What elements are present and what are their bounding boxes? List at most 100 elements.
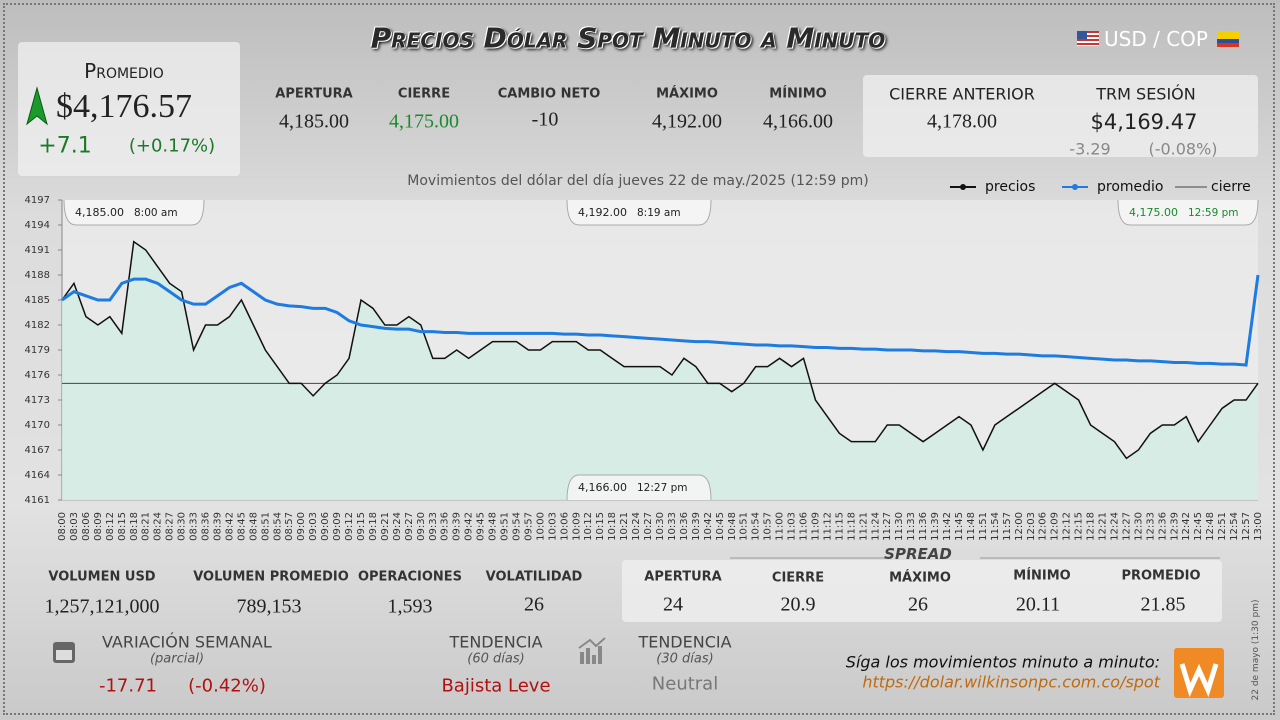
promedio-label: Promedio bbox=[84, 59, 164, 83]
spread-value: 20.11 bbox=[1015, 593, 1061, 616]
x-tick-label: 12:45 bbox=[1193, 512, 1204, 541]
x-tick-label: 09:21 bbox=[380, 512, 391, 541]
weekly-pct: (-0.42%) bbox=[188, 675, 266, 697]
y-tick-label: 4164 bbox=[25, 470, 50, 481]
weekly-value: -17.71 bbox=[98, 675, 158, 697]
spread-label: MÁXIMO bbox=[889, 570, 951, 586]
x-tick-label: 12:09 bbox=[1050, 512, 1061, 541]
x-tick-label: 09:03 bbox=[308, 512, 319, 541]
x-tick-label: 08:18 bbox=[129, 512, 140, 541]
spread-value: 24 bbox=[663, 593, 683, 616]
stat-label: APERTURA bbox=[275, 86, 353, 102]
x-tick-label: 11:09 bbox=[810, 512, 821, 541]
y-tick-label: 4191 bbox=[25, 245, 50, 256]
x-tick-label: 08:33 bbox=[189, 512, 200, 541]
prev-close-value: 4,178.00 bbox=[927, 110, 997, 133]
promedio-box bbox=[18, 42, 240, 176]
x-tick-label: 10:30 bbox=[655, 512, 666, 541]
stat-label: MÍNIMO bbox=[769, 86, 827, 102]
prev-close-label: CIERRE ANTERIOR bbox=[889, 84, 1035, 104]
x-tick-label: 08:51 bbox=[260, 512, 271, 541]
x-tick-label: 09:24 bbox=[392, 512, 403, 541]
x-tick-label: 08:39 bbox=[212, 512, 223, 541]
spread-label: CIERRE bbox=[771, 570, 825, 586]
x-tick-label: 11:48 bbox=[966, 512, 977, 541]
x-tick-label: 10:36 bbox=[679, 512, 690, 541]
x-tick-label: 08:06 bbox=[81, 512, 92, 541]
x-tick-label: 10:42 bbox=[703, 512, 714, 541]
annotation-box bbox=[1117, 199, 1259, 226]
annotation-time: 8:19 am bbox=[637, 207, 681, 219]
annotation-box bbox=[63, 199, 205, 226]
x-tick-label: 09:27 bbox=[404, 512, 415, 541]
stat-value: -10 bbox=[531, 108, 559, 131]
annotation-price: 4,175.00 bbox=[1129, 206, 1178, 219]
x-tick-label: 08:15 bbox=[117, 512, 128, 541]
x-tick-label: 09:09 bbox=[332, 512, 343, 541]
x-tick-label: 08:09 bbox=[93, 512, 104, 541]
x-tick-label: 09:54 bbox=[511, 512, 522, 541]
trm-value: $4,169.47 bbox=[1090, 110, 1198, 134]
x-tick-label: 11:18 bbox=[846, 512, 857, 541]
logo bbox=[1174, 648, 1224, 698]
x-tick-label: 10:24 bbox=[631, 512, 642, 541]
y-tick-label: 4170 bbox=[25, 420, 50, 431]
x-tick-label: 09:45 bbox=[476, 512, 487, 541]
annotation-box bbox=[566, 474, 712, 501]
x-tick-label: 12:06 bbox=[1038, 512, 1049, 541]
x-tick-label: 10:54 bbox=[751, 512, 762, 541]
x-tick-label: 10:00 bbox=[535, 512, 546, 541]
x-tick-label: 09:15 bbox=[356, 512, 367, 541]
annotation-price: 4,185.00 bbox=[75, 206, 124, 219]
x-tick-label: 11:51 bbox=[978, 512, 989, 541]
x-tick-label: 10:12 bbox=[583, 512, 594, 541]
x-tick-label: 08:54 bbox=[272, 512, 283, 541]
x-tick-label: 09:36 bbox=[440, 512, 451, 541]
y-tick-label: 4185 bbox=[25, 295, 50, 306]
flag-us bbox=[1077, 31, 1099, 46]
x-tick-label: 11:15 bbox=[834, 512, 845, 541]
x-tick-label: 08:27 bbox=[165, 512, 176, 541]
x-tick-label: 11:12 bbox=[822, 512, 833, 541]
x-tick-label: 08:30 bbox=[177, 512, 188, 541]
trm-change-pct: (-0.08%) bbox=[1148, 139, 1218, 159]
x-tick-label: 12:21 bbox=[1098, 512, 1109, 541]
plot: 4161 4164 4167 4170 4173 4176 4179 4182 4185 4188… bbox=[25, 195, 1264, 541]
x-tick-label: 09:06 bbox=[320, 512, 331, 541]
x-tick-label: 09:48 bbox=[488, 512, 499, 541]
annotation-box bbox=[566, 199, 712, 226]
legend-label: promedio bbox=[1097, 179, 1164, 195]
y-tick-label: 4161 bbox=[25, 495, 50, 506]
promedio-change: +7.1 bbox=[38, 133, 92, 159]
x-tick-label: 10:45 bbox=[715, 512, 726, 541]
x-tick-label: 12:30 bbox=[1133, 512, 1144, 541]
stat-label: CAMBIO NETO bbox=[497, 86, 601, 102]
spread-label: MÍNIMO bbox=[1013, 568, 1071, 584]
previous-box bbox=[863, 75, 1258, 157]
volume-label: VOLUMEN PROMEDIO bbox=[193, 569, 349, 585]
x-tick-label: 11:54 bbox=[990, 512, 1001, 541]
trend30-label: TENDENCIA bbox=[638, 632, 732, 652]
x-tick-label: 12:15 bbox=[1074, 512, 1085, 541]
footer-url[interactable]: https://dolar.wilkinsonpc.com.co/spot bbox=[862, 672, 1160, 692]
stat-value: 4,185.00 bbox=[279, 110, 349, 133]
x-tick-label: 12:33 bbox=[1145, 512, 1156, 541]
x-tick-label: 10:57 bbox=[763, 512, 774, 541]
price-area bbox=[62, 241, 1258, 500]
x-tick-label: 08:03 bbox=[69, 512, 80, 541]
x-tick-label: 11:57 bbox=[1002, 512, 1013, 541]
x-tick-label: 09:12 bbox=[344, 512, 355, 541]
chart-subtitle: Movimientos del dólar del día jueves 22 … bbox=[407, 173, 869, 189]
x-tick-label: 11:30 bbox=[894, 512, 905, 541]
legend-dot bbox=[960, 184, 966, 190]
legend-dot bbox=[1072, 184, 1078, 190]
x-tick-label: 12:51 bbox=[1217, 512, 1228, 541]
x-tick-label: 09:42 bbox=[464, 512, 475, 541]
spread-label: APERTURA bbox=[644, 569, 722, 585]
trend30-value: Neutral bbox=[651, 673, 719, 695]
x-tick-label: 12:48 bbox=[1205, 512, 1216, 541]
x-tick-label: 10:48 bbox=[727, 512, 738, 541]
annotation-price: 4,166.00 bbox=[578, 481, 627, 494]
spread-box bbox=[622, 560, 1222, 622]
